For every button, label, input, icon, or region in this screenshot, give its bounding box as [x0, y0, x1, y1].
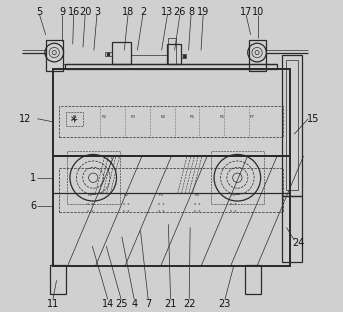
- Bar: [46, 40, 63, 71]
- Bar: [181, 54, 186, 58]
- Text: x  x: x x: [87, 202, 93, 206]
- Text: 17: 17: [240, 7, 252, 17]
- Text: 15: 15: [307, 114, 319, 124]
- Text: x  x: x x: [122, 209, 129, 213]
- Bar: [249, 40, 265, 71]
- Bar: [53, 156, 289, 266]
- Text: F4: F4: [161, 115, 166, 119]
- Bar: [105, 51, 113, 56]
- Text: 5: 5: [36, 7, 43, 17]
- Text: 4: 4: [131, 299, 137, 309]
- Text: 7: 7: [145, 299, 151, 309]
- Text: 14: 14: [102, 299, 114, 309]
- Text: 23: 23: [219, 299, 231, 309]
- Text: 9: 9: [59, 7, 65, 17]
- Text: x  x: x x: [194, 202, 201, 206]
- Text: 21: 21: [164, 299, 177, 309]
- Bar: [168, 38, 176, 64]
- Bar: [59, 106, 283, 137]
- Text: 3: 3: [94, 7, 100, 17]
- Bar: [167, 44, 181, 64]
- Text: F1: F1: [72, 115, 77, 119]
- Text: F6: F6: [220, 115, 225, 119]
- Text: 2: 2: [140, 7, 146, 17]
- Text: x  x: x x: [230, 202, 236, 206]
- Text: 26: 26: [174, 7, 186, 17]
- Text: F2: F2: [123, 193, 128, 197]
- Text: x  x: x x: [122, 202, 129, 206]
- Text: F5: F5: [190, 115, 195, 119]
- Text: 25: 25: [115, 299, 128, 309]
- Text: F7: F7: [249, 115, 254, 119]
- Text: x  x: x x: [158, 209, 165, 213]
- Text: x  x: x x: [230, 209, 236, 213]
- Text: x  x: x x: [87, 209, 93, 213]
- Text: 18: 18: [122, 7, 134, 17]
- Bar: [246, 265, 261, 294]
- Text: 20: 20: [79, 7, 91, 17]
- Text: 8: 8: [188, 7, 194, 17]
- Text: 10: 10: [252, 7, 264, 17]
- Bar: [53, 69, 289, 156]
- Text: 19: 19: [197, 7, 209, 17]
- Text: 12: 12: [19, 114, 32, 124]
- Bar: [131, 55, 167, 64]
- Bar: [282, 55, 302, 196]
- Text: 1: 1: [30, 173, 36, 183]
- Text: F1: F1: [88, 193, 93, 197]
- Bar: [67, 151, 120, 204]
- Text: 11: 11: [47, 299, 59, 309]
- Text: F4: F4: [195, 193, 200, 197]
- Text: x  x: x x: [194, 209, 201, 213]
- Text: F5: F5: [230, 193, 236, 197]
- Text: 24: 24: [293, 238, 305, 248]
- Bar: [282, 196, 302, 261]
- Bar: [66, 112, 83, 126]
- Bar: [50, 265, 66, 294]
- Text: F3: F3: [159, 193, 164, 197]
- Text: 13: 13: [161, 7, 174, 17]
- Text: 22: 22: [183, 299, 196, 309]
- Bar: [211, 151, 264, 204]
- Text: x  x: x x: [158, 202, 165, 206]
- Text: F2: F2: [102, 115, 107, 119]
- Text: F3: F3: [131, 115, 136, 119]
- Bar: [286, 60, 298, 190]
- Bar: [113, 42, 131, 64]
- Text: 6: 6: [30, 201, 36, 211]
- Bar: [65, 64, 277, 69]
- Bar: [59, 168, 283, 212]
- Text: 16: 16: [68, 7, 80, 17]
